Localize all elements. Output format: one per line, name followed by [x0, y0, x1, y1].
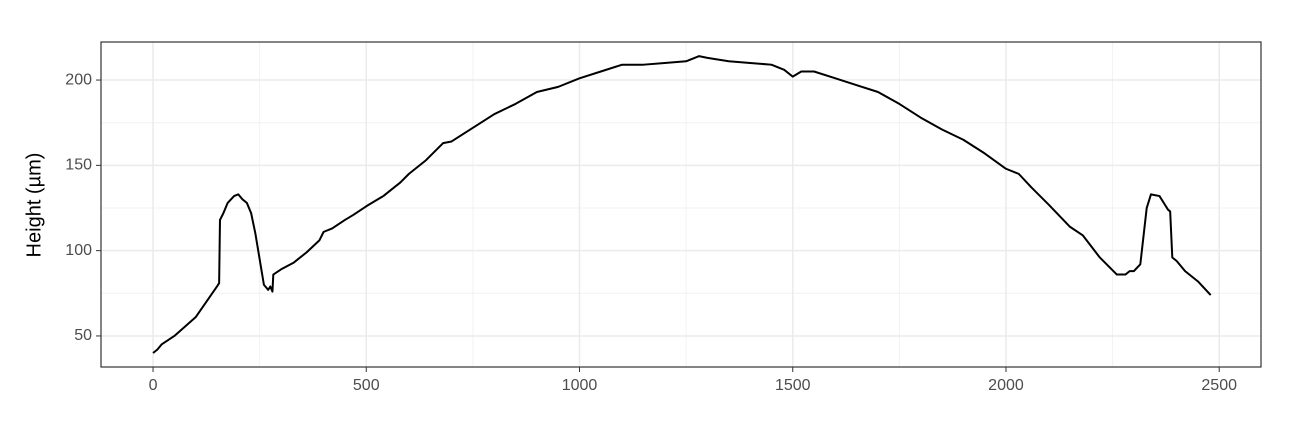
- y-tick-label: 100: [65, 242, 92, 259]
- panel-border: [100, 41, 1262, 368]
- x-tick-label: 1000: [562, 377, 598, 394]
- x-tick-label: 2000: [988, 377, 1024, 394]
- x-tick-label: 1500: [775, 377, 811, 394]
- y-tick-label: 50: [74, 327, 92, 344]
- y-tick-label: 150: [65, 157, 92, 174]
- line: [152, 55, 1212, 354]
- x-tick-label: 2500: [1201, 377, 1237, 394]
- y-tick-label: 200: [65, 71, 92, 88]
- x-tick-label: 500: [353, 377, 380, 394]
- y-axis-title: Height (µm): [23, 153, 45, 258]
- x-tick-label: 0: [149, 377, 158, 394]
